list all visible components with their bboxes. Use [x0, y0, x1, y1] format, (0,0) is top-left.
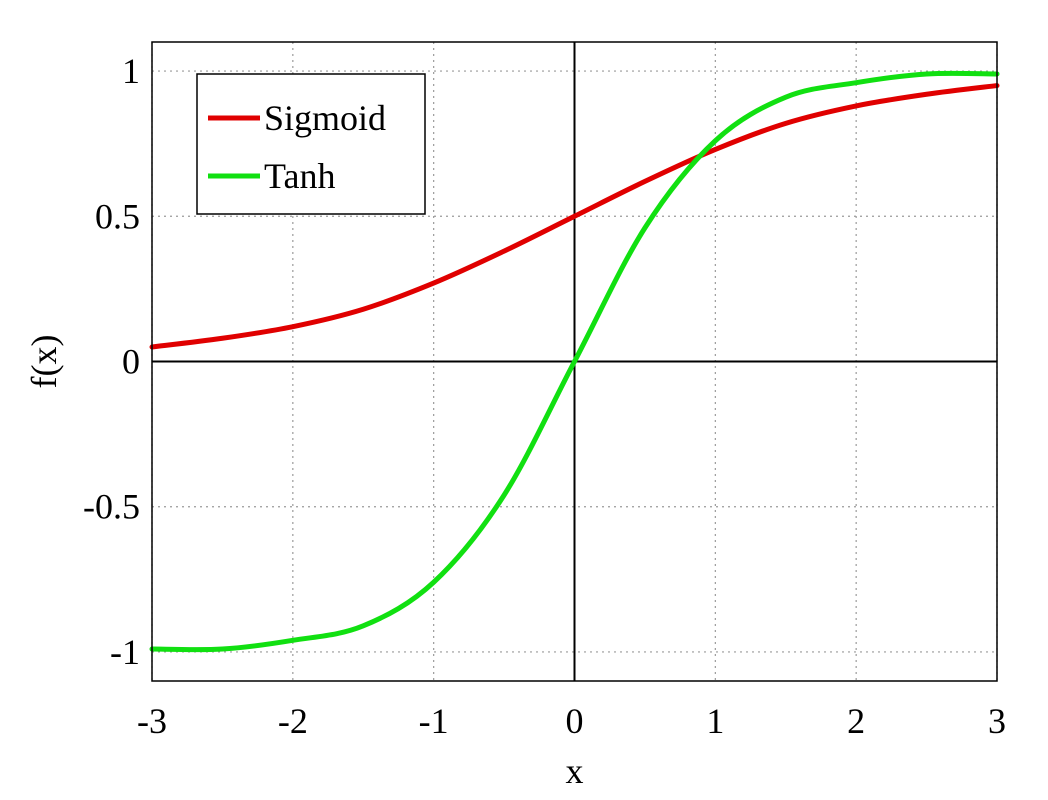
series-line-tanh	[149, 70, 1000, 653]
y-tick-label: 1	[122, 51, 140, 91]
y-axis-title: f(x)	[24, 335, 64, 389]
x-axis-title: x	[566, 751, 584, 791]
series-layer	[149, 70, 1000, 653]
x-tick-label: 0	[566, 701, 584, 741]
x-tick-label: -1	[419, 701, 449, 741]
series-line-sigmoid	[149, 83, 1000, 350]
y-tick-label: 0.5	[95, 196, 140, 236]
x-tick-label: 1	[706, 701, 724, 741]
legend: Sigmoid Tanh	[196, 73, 426, 215]
y-tick-label: -1	[110, 632, 140, 672]
legend-label-tanh: Tanh	[264, 156, 335, 196]
legend-box	[196, 73, 426, 215]
y-tick-label: 0	[122, 342, 140, 382]
x-tick-labels: -3 -2 -1 0 1 2 3	[137, 701, 1006, 741]
x-tick-label: -3	[137, 701, 167, 741]
y-tick-label: -0.5	[83, 487, 140, 527]
x-tick-label: 3	[988, 701, 1006, 741]
x-tick-label: -2	[278, 701, 308, 741]
x-tick-label: 2	[847, 701, 865, 741]
plot-frame	[151, 41, 998, 682]
legend-label-sigmoid: Sigmoid	[264, 98, 386, 138]
y-tick-labels: -1 -0.5 0 0.5 1	[83, 51, 140, 672]
